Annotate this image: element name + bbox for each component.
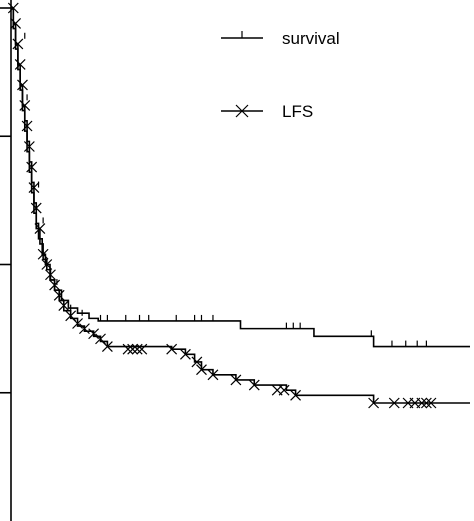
series-lfs-censor-12 xyxy=(37,248,49,260)
series-lfs-censor-26 xyxy=(131,343,143,355)
series-lfs-censor-13 xyxy=(41,259,53,270)
legend-entry-survival: survival xyxy=(221,29,340,48)
legend-survival-label: survival xyxy=(282,29,340,48)
series-layer xyxy=(7,2,470,409)
series-lfs-censor-16 xyxy=(53,289,65,301)
series-lfs-censor-43 xyxy=(420,397,432,409)
series-lfs-censor-25 xyxy=(127,343,139,355)
series-lfs-censor-37 xyxy=(290,389,302,401)
series-lfs-censor-21 xyxy=(88,328,100,340)
series-lfs-censor-20 xyxy=(79,323,90,335)
legend: survival LFS xyxy=(221,29,340,121)
series-lfs-censor-24 xyxy=(122,343,134,355)
series-lfs-censor-34 xyxy=(248,379,260,391)
series-lfs-censor-39 xyxy=(388,397,400,409)
series-lfs-censor-15 xyxy=(49,279,61,291)
series-lfs-censor-11 xyxy=(34,223,46,235)
series-lfs-censor-14 xyxy=(45,269,56,281)
series-lfs-censor-32 xyxy=(207,369,219,381)
legend-lfs-x-marker xyxy=(235,104,249,118)
series-lfs-censor-8 xyxy=(26,161,38,173)
y-axis xyxy=(0,0,12,521)
series-lfs-censor-44 xyxy=(425,397,437,409)
series-lfs-censor-17 xyxy=(58,300,70,311)
series-lfs-censor-33 xyxy=(230,374,242,386)
series-lfs-censor-28 xyxy=(166,343,178,355)
series-lfs-censor-29 xyxy=(179,348,191,360)
series-lfs-censor-23 xyxy=(101,341,113,353)
series-lfs-censor-0 xyxy=(7,2,19,14)
series-lfs-curve xyxy=(11,7,470,404)
series-survival-curve xyxy=(11,7,470,348)
series-lfs-censor-9 xyxy=(28,182,40,193)
series-lfs-censor-19 xyxy=(72,318,83,329)
series-lfs-censor-42 xyxy=(416,397,428,409)
series-lfs-censor-3 xyxy=(14,59,26,70)
series-lfs-censor-1 xyxy=(10,17,22,29)
series-lfs-censor-6 xyxy=(21,120,33,132)
series-lfs-censor-4 xyxy=(17,79,28,91)
legend-entry-lfs: LFS xyxy=(221,102,313,121)
series-lfs-censor-38 xyxy=(368,397,380,409)
series-lfs-censor-27 xyxy=(136,343,148,355)
series-lfs-censor-36 xyxy=(278,384,290,396)
series-lfs xyxy=(7,2,470,409)
series-lfs-censor-2 xyxy=(12,38,24,50)
legend-lfs-label: LFS xyxy=(282,102,313,121)
series-lfs-censor-10 xyxy=(30,202,42,214)
series-lfs-censor-7 xyxy=(23,141,35,152)
series-survival xyxy=(11,7,470,348)
series-lfs-censor-5 xyxy=(19,100,31,111)
series-lfs-censor-30 xyxy=(191,356,203,368)
series-lfs-censor-31 xyxy=(196,364,207,376)
